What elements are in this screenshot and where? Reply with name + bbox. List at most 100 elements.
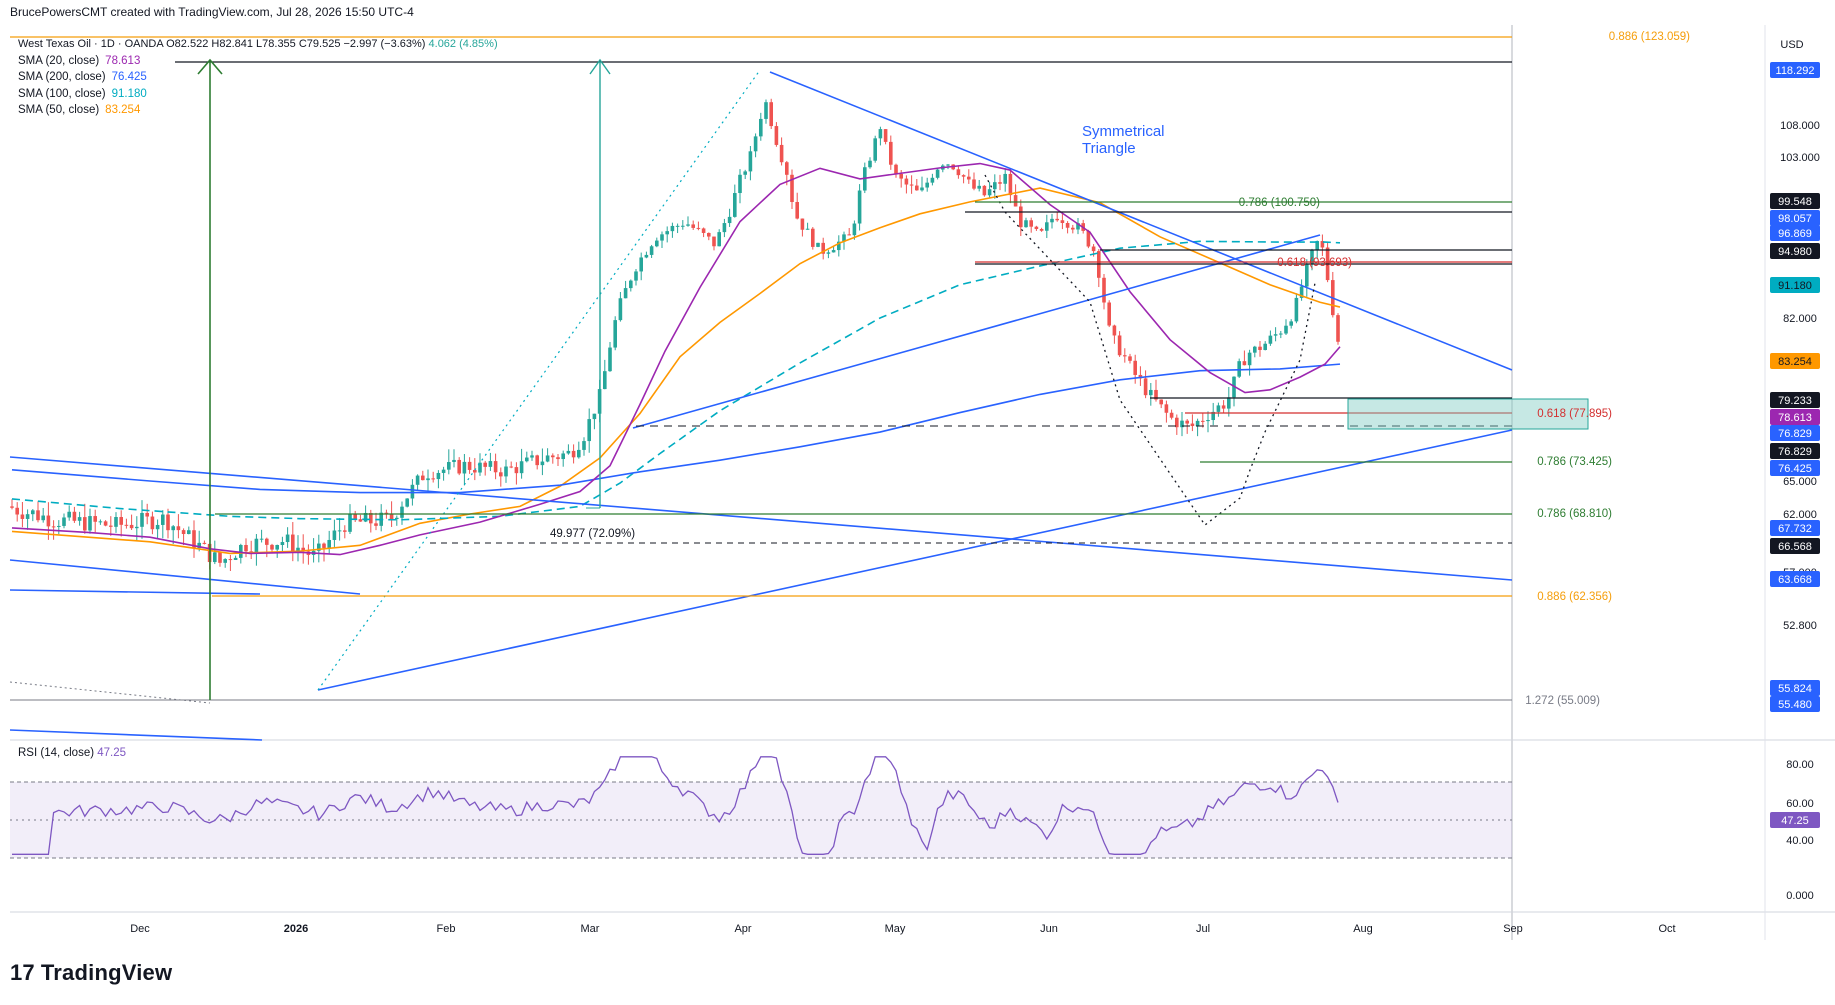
candle-body [1268,335,1273,344]
candle-body [213,552,217,563]
candle-body [592,413,597,420]
candle-body [114,517,118,527]
candle-body [1039,229,1044,231]
candle-body [10,506,14,508]
candle-body [904,178,909,185]
candle-body [83,517,87,531]
candle-body [285,534,290,543]
candle-body [759,118,763,137]
fib-level-label: 0.786 (68.810) [1537,508,1612,520]
rsi-tick-label: 80.00 [1786,759,1814,771]
candle-body [483,462,487,467]
candle-body [551,455,555,458]
legend-sma100[interactable]: SMA (100, close) 91.180 [18,87,147,100]
fib-level-label: 0.618 (93.693) [1277,257,1352,269]
candle-body [1221,405,1226,409]
candle-body [811,228,815,247]
candle-body [795,202,799,219]
candle-body [259,538,264,540]
candle-body [119,517,123,525]
candle-body [363,512,368,522]
candle-body [1216,405,1221,412]
candle-body [140,512,144,527]
candle-body [452,459,456,463]
price-tag-label: 76.829 [1778,428,1812,440]
time-tick-label: Oct [1658,923,1675,935]
candle-body [223,559,227,563]
time-tick-label: Jun [1040,923,1058,935]
candle-body [717,232,721,247]
candle-body [1211,411,1215,421]
rsi-legend[interactable]: RSI (14, close) 47.25 [18,747,127,759]
candle-body [712,236,716,247]
candle-body [889,141,893,165]
fib-level-label: 0.886 (123.059) [1609,31,1690,43]
fib-level-label: 0.886 (62.356) [1537,591,1612,603]
price-tag [1770,443,1820,459]
candle-body [228,559,233,561]
candle-body [629,280,633,289]
candle-body [1320,241,1325,248]
candle-body [738,174,742,194]
legend-sma50[interactable]: SMA (50, close) 83.254 [18,104,141,117]
sma200-line [11,363,1341,494]
price-tag-label: 79.233 [1778,395,1812,407]
price-tag [1770,680,1820,696]
candle-body [1034,226,1039,230]
price-tick-label: 82.000 [1783,313,1817,325]
price-tag [1770,425,1820,441]
major-support-trendline [317,429,1513,691]
candle-body [774,126,779,145]
candle-body [36,510,40,521]
candle-body [753,136,758,152]
lower-channel-line [9,729,263,741]
price-tag [1770,520,1820,536]
candle-body [930,177,935,183]
candle-body [275,544,279,550]
candle-body [842,234,846,242]
price-tick-label: 65.000 [1783,476,1817,488]
candle-body [701,228,706,233]
candle-body [426,478,430,481]
legend-sma200[interactable]: SMA (200, close) 76.425 [18,71,147,84]
candle-body [181,530,186,535]
candle-body [982,185,987,196]
candle-body [301,547,305,552]
candle-body [457,459,461,474]
candle-body [1289,321,1293,326]
candle-body [88,516,92,531]
indicator-legend: West Texas Oil · 1D · OANDA O82.522 H82.… [18,36,498,119]
time-tick-label: Apr [734,923,751,935]
candle-body [317,543,321,551]
candle-body [369,512,373,524]
rsi-tick-label: 40.00 [1786,835,1814,847]
candle-body [925,182,929,188]
tradingview-logo[interactable]: 17 TradingView [10,960,173,985]
candle-body [993,182,997,190]
time-tick-label: Sep [1503,923,1523,935]
price-tag [1770,409,1820,425]
candle-body [244,544,248,552]
candle-body [504,466,508,477]
legend-sma20[interactable]: SMA (20, close) 78.613 [18,54,141,67]
candle-body [1305,263,1309,287]
candle-body [868,160,872,168]
candle-body [691,224,695,228]
candle-body [1029,220,1033,227]
price-tag-label: 63.668 [1778,574,1812,586]
candle-body [743,171,747,175]
candle-body [98,521,103,523]
candle-body [197,542,201,549]
candle-body [1195,420,1200,427]
fib-level-label: 0.786 (100.750) [1239,197,1320,209]
candle-body [816,242,820,247]
candle-body [176,526,181,531]
candle-body [873,138,877,161]
candle-body [1091,246,1096,252]
price-tag [1770,353,1820,369]
candle-body [915,185,919,191]
candle-body [254,538,259,553]
sma20-line [11,162,1341,556]
